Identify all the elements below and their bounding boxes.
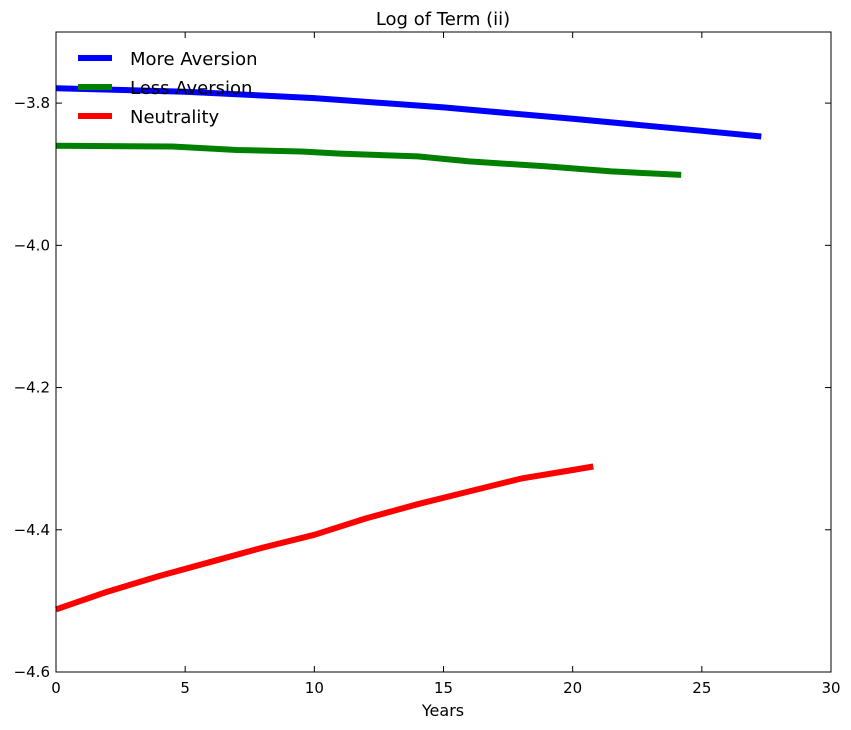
series-line-3 xyxy=(55,463,594,613)
x-tick-label: 0 xyxy=(51,679,61,697)
legend: More Aversion Less Aversion Neutrality xyxy=(78,49,258,128)
x-tick-label: 15 xyxy=(434,679,453,697)
legend-label: Less Aversion xyxy=(130,78,252,99)
x-tick-label: 30 xyxy=(821,679,840,697)
y-tick-label: −4.6 xyxy=(14,663,50,681)
chart-title: Log of Term (ii) xyxy=(376,9,510,30)
series-layer xyxy=(55,85,762,613)
x-tick-label: 25 xyxy=(692,679,711,697)
legend-label: Neutrality xyxy=(130,107,219,128)
y-tick-label: −4.4 xyxy=(14,521,50,539)
legend-label: More Aversion xyxy=(130,49,258,70)
tick-layer: 0 5 10 15 20 25 30 −3.8 −4.0 −4.2 −4.4 −4.6 xyxy=(14,32,841,697)
x-tick-label: 10 xyxy=(305,679,324,697)
x-tick-label: 20 xyxy=(563,679,582,697)
y-tick-label: −3.8 xyxy=(14,94,50,112)
plot-frame xyxy=(55,31,832,673)
x-axis-label: Years xyxy=(421,701,464,720)
y-tick-label: −4.0 xyxy=(14,236,50,254)
y-tick-label: −4.2 xyxy=(14,379,50,397)
x-tick-label: 5 xyxy=(180,679,190,697)
series-line-2 xyxy=(55,142,682,178)
series-line-1 xyxy=(55,85,762,140)
